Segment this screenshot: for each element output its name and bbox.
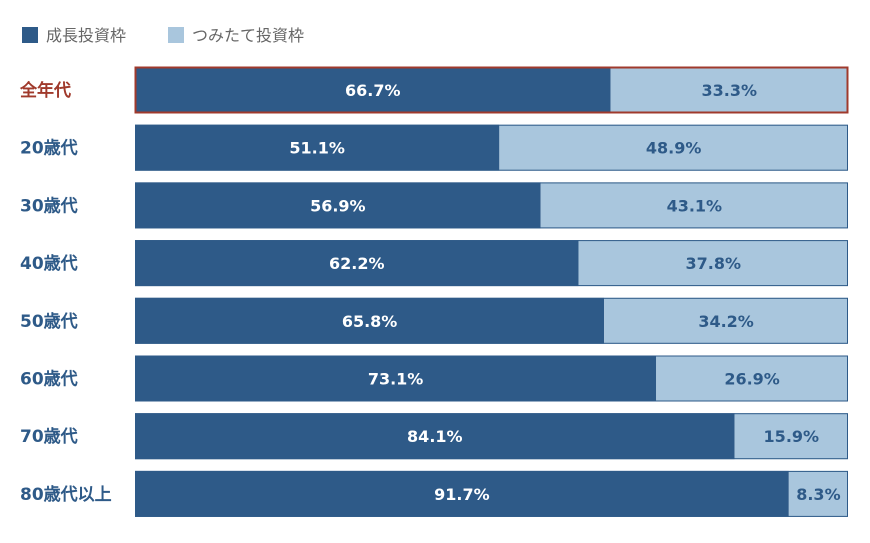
bar-value-label: 84.1% [407,427,463,446]
category-label: 80歳代以上 [20,484,112,505]
highlight-frame [134,66,849,114]
bar-row: 全年代 66.7% 33.3% [19,66,849,114]
category-label: 20歳代 [20,138,78,159]
bar-segment-growth [135,182,541,229]
bar-row: 30歳代 56.9% 43.1% [20,182,848,229]
bar-value-label: 48.9% [646,139,702,158]
bar-value-label: 65.8% [342,312,398,331]
bar-segment-tsumitate [610,67,848,113]
bar-value-label: 37.8% [685,254,741,273]
bar-segment-growth [135,297,605,344]
bar-segment-growth [135,240,579,287]
bar-outline [135,413,848,460]
category-label: 60歳代 [20,369,78,390]
legend-label-1: 成長投資枠 [46,26,126,45]
bar-value-label: 66.7% [345,81,401,100]
bar-segment-growth [135,413,735,460]
bar-outline [135,124,848,171]
bar-value-label: 43.1% [667,196,723,215]
category-label: 全年代 [19,80,71,101]
legend-label-2: つみたて投資枠 [192,26,304,45]
bar-segment-tsumitate [499,124,848,171]
bar-outline [135,470,848,517]
bar-segment-growth [135,355,657,402]
bar-segment-tsumitate [734,413,848,460]
bar-row: 70歳代 84.1% 15.9% [20,413,848,460]
bar-row: 40歳代 62.2% 37.8% [20,240,848,287]
bar-value-label: 26.9% [724,370,780,389]
bar-outline [135,355,848,402]
legend-swatch-1 [22,27,38,43]
chart-rows: 全年代 66.7% 33.3% 20歳代 51.1% 48.9% 30歳代 56.9% 43.1… [19,66,849,517]
bar-value-label: 73.1% [368,370,424,389]
bar-value-label: 91.7% [434,485,490,504]
bar-outline [135,240,848,287]
bar-value-label: 15.9% [764,427,820,446]
bar-segment-growth [135,67,611,113]
chart-legend: 成長投資枠 つみたて投資枠 [22,26,304,45]
bar-value-label: 56.9% [310,196,366,215]
bar-value-label: 8.3% [796,485,840,504]
category-label: 70歳代 [20,426,78,447]
category-label: 50歳代 [20,311,78,332]
bar-row: 60歳代 73.1% 26.9% [20,355,848,402]
category-label: 30歳代 [20,195,78,216]
bar-value-label: 33.3% [702,81,758,100]
bar-row: 80歳代以上 91.7% 8.3% [20,470,848,517]
bar-outline [135,182,848,229]
bar-value-label: 34.2% [698,312,754,331]
bar-segment-growth [135,124,500,171]
category-label: 40歳代 [20,253,78,274]
bar-row: 20歳代 51.1% 48.9% [20,124,848,171]
legend-swatch-2 [168,27,184,43]
bar-segment-growth [135,470,789,517]
bar-segment-tsumitate [604,297,848,344]
bar-segment-tsumitate [578,240,848,287]
bar-outline [135,297,848,344]
bar-row: 50歳代 65.8% 34.2% [20,297,848,344]
bar-value-label: 62.2% [329,254,385,273]
bar-segment-tsumitate [540,182,848,229]
bar-segment-tsumitate [788,470,848,517]
bar-value-label: 51.1% [289,139,345,158]
bar-segment-tsumitate [656,355,848,402]
